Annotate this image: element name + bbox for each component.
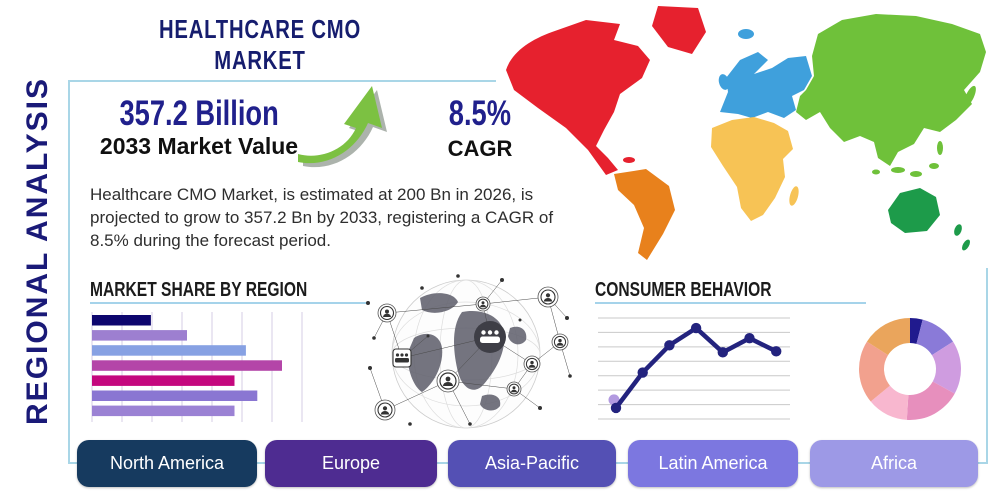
consumer-behavior-title: CONSUMER BEHAVIOR	[595, 279, 772, 301]
cagr-label: CAGR	[447, 136, 513, 161]
consumer-behavior-underline	[595, 302, 866, 304]
map-africa	[711, 117, 799, 221]
map-australia	[888, 188, 970, 251]
world-map	[496, 0, 988, 268]
region-button-africa[interactable]: Africa	[810, 440, 978, 487]
underline-end-dot	[366, 301, 370, 305]
region-donut-chart	[859, 318, 961, 420]
world-map-svg	[506, 6, 986, 260]
network-nodes	[374, 286, 569, 421]
market-share-underline	[90, 302, 368, 304]
page-title: HEALTHCARE CMO MARKET	[158, 14, 362, 75]
market-share-title: MARKET SHARE BY REGION	[90, 279, 308, 301]
market-description: Healthcare CMO Market, is estimated at 2…	[90, 183, 580, 252]
market-value-label: 2033 Market Value	[99, 133, 299, 159]
description-line: 8.5% during the forecast period.	[90, 231, 331, 250]
region-button-europe[interactable]: Europe	[265, 440, 437, 487]
market-value-stat: 357.2 Billion	[119, 94, 280, 133]
region-button-asia-pacific[interactable]: Asia-Pacific	[448, 440, 616, 487]
map-south-america	[614, 169, 675, 260]
map-asia	[796, 14, 986, 177]
region-button-latin-america[interactable]: Latin America	[628, 440, 798, 487]
region-button-north-america[interactable]: North America	[77, 440, 257, 487]
consumer-behavior-chart	[598, 317, 790, 420]
cagr-stat: 8.5%	[448, 94, 512, 133]
network-dots	[368, 274, 572, 426]
market-share-chart	[91, 312, 303, 422]
map-europe	[718, 29, 812, 118]
description-line: Healthcare CMO Market, is estimated at 2…	[90, 185, 534, 204]
map-north-america	[506, 6, 706, 175]
description-line: projected to grow to 357.2 Bn by 2033, r…	[90, 208, 554, 227]
side-label: REGIONAL ANALYSIS	[21, 77, 54, 425]
network-globe-graphic	[368, 274, 572, 429]
growth-arrow-icon	[294, 80, 396, 168]
